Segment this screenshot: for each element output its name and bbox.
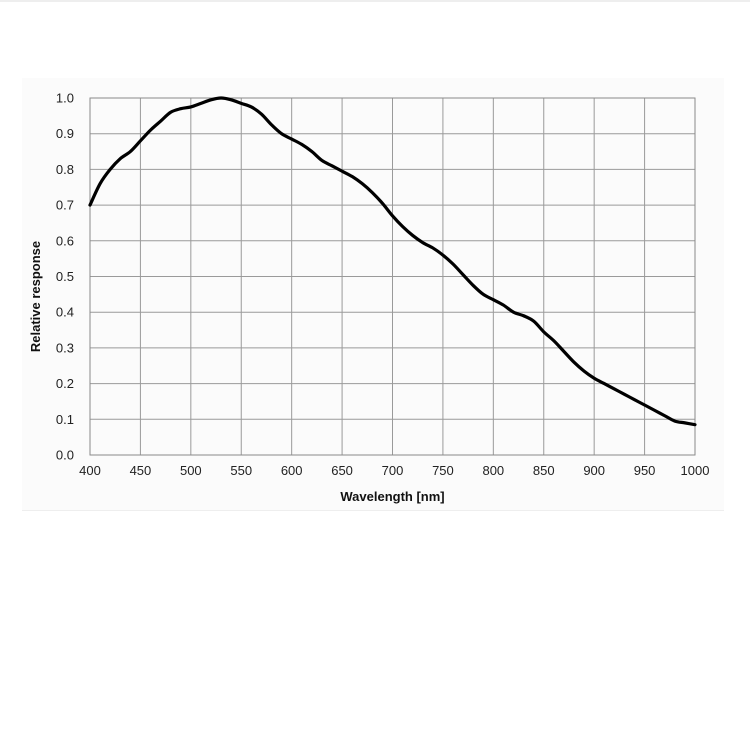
y-tick-label: 0.6 xyxy=(56,233,74,248)
y-tick-label: 0.9 xyxy=(56,126,74,141)
x-tick-label: 650 xyxy=(331,463,353,478)
y-tick-label: 0.8 xyxy=(56,162,74,177)
x-tick-label: 600 xyxy=(281,463,303,478)
tick-label-layer: 400 450 500 550 600 650 700 750 800 850 900 950 1000… xyxy=(56,91,710,479)
grid-layer xyxy=(89,97,696,456)
y-tick-label: 0.1 xyxy=(56,412,74,427)
y-tick-label: 0.3 xyxy=(56,340,74,355)
y-tick-label: 0.5 xyxy=(56,269,74,284)
x-tick-label: 850 xyxy=(533,463,555,478)
y-tick-label: 0.7 xyxy=(56,198,74,213)
y-tick-label: 1.0 xyxy=(56,91,74,106)
x-tick-label: 450 xyxy=(130,463,152,478)
spectral-response-chart: 400 450 500 550 600 650 700 750 800 850 900 950 1000… xyxy=(28,91,710,505)
x-tick-label: 500 xyxy=(180,463,202,478)
y-tick-label: 0.4 xyxy=(56,305,74,320)
x-tick-label: 700 xyxy=(382,463,404,478)
x-tick-label: 1000 xyxy=(681,463,710,478)
x-tick-label: 550 xyxy=(230,463,252,478)
chart-panel: 400 450 500 550 600 650 700 750 800 850 900 950 1000… xyxy=(22,78,724,511)
y-tick-label: 0.2 xyxy=(56,376,74,391)
x-tick-label: 750 xyxy=(432,463,454,478)
y-axis-title: Relative response xyxy=(28,241,43,352)
plot-frame xyxy=(89,97,696,456)
response-curve-line xyxy=(88,96,697,427)
y-tick-label: 0.0 xyxy=(56,448,74,463)
x-tick-label: 800 xyxy=(482,463,504,478)
x-tick-label: 950 xyxy=(634,463,656,478)
page-top-band xyxy=(0,0,750,2)
x-axis-title: Wavelength [nm] xyxy=(340,489,444,504)
x-tick-label: 900 xyxy=(583,463,605,478)
x-tick-label: 400 xyxy=(79,463,101,478)
